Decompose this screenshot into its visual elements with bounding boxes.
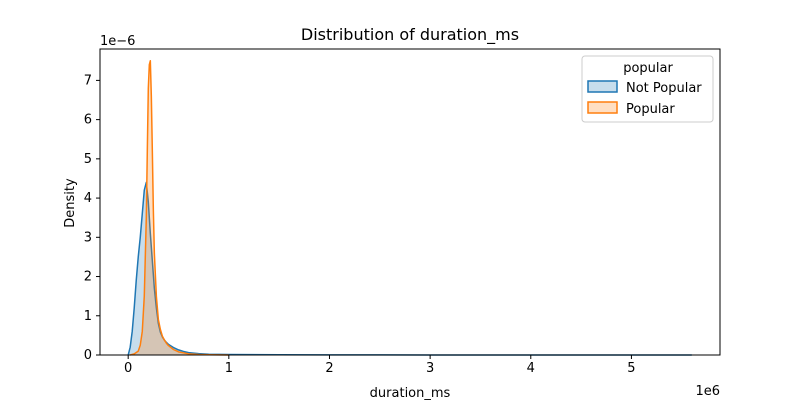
- x-tick-label: 2: [325, 361, 333, 376]
- y-tick-label: 2: [84, 270, 92, 285]
- y-axis-ticks: 0 1 2 3 4 5 6 7: [84, 73, 100, 363]
- y-tick-label: 7: [84, 73, 92, 88]
- plot-frame: [99, 48, 721, 356]
- y-tick-label: 4: [84, 191, 92, 206]
- legend-box: [581, 55, 714, 123]
- legend-title: popular: [623, 61, 673, 76]
- legend-label-not-popular: Not Popular: [626, 81, 702, 96]
- y-tick-label: 0: [84, 348, 92, 363]
- x-tick-label: 4: [527, 361, 535, 376]
- chart-title: Distribution of duration_ms: [301, 25, 519, 45]
- x-axis-label: duration_ms: [370, 386, 451, 400]
- x-offset-label: 1e6: [695, 384, 720, 399]
- density-line-not-popular: [127, 181, 692, 356]
- y-offset-label: 1e−6: [100, 34, 135, 49]
- y-tick-label: 1: [84, 309, 92, 324]
- x-tick-label: 0: [124, 361, 132, 376]
- density-area-not-popular: [128, 182, 692, 355]
- y-tick-label: 5: [84, 152, 92, 167]
- x-tick-label: 3: [426, 361, 434, 376]
- x-axis-ticks: 0 1 2 3 4 5: [124, 355, 636, 376]
- legend-swatch-not-popular: [587, 80, 618, 93]
- y-axis-label: Density: [63, 178, 78, 228]
- x-tick-label: 1: [225, 361, 233, 376]
- y-tick-label: 6: [84, 113, 92, 128]
- density-area-popular: [130, 60, 229, 356]
- legend: popular Not Popular Popular: [581, 55, 714, 123]
- legend-label-popular: Popular: [626, 102, 675, 117]
- density-line-popular: [129, 60, 229, 356]
- legend-swatch-popular: [587, 101, 618, 114]
- x-tick-label: 5: [627, 361, 635, 376]
- y-tick-label: 3: [84, 230, 92, 245]
